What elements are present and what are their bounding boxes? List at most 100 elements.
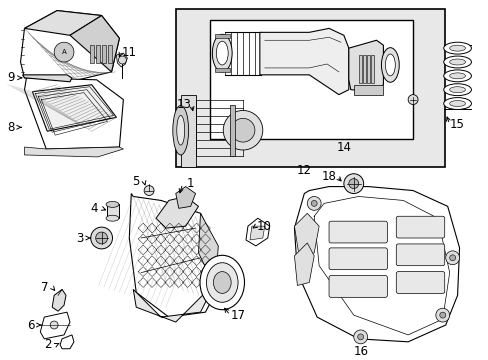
Text: 18: 18 bbox=[321, 170, 336, 183]
Polygon shape bbox=[249, 226, 264, 240]
Circle shape bbox=[54, 42, 74, 62]
Text: 3: 3 bbox=[76, 231, 83, 244]
Polygon shape bbox=[24, 147, 123, 157]
Polygon shape bbox=[20, 10, 119, 82]
Circle shape bbox=[223, 111, 262, 150]
Polygon shape bbox=[129, 194, 218, 317]
FancyBboxPatch shape bbox=[328, 221, 386, 243]
Text: 15: 15 bbox=[449, 118, 464, 131]
FancyBboxPatch shape bbox=[395, 244, 444, 266]
Circle shape bbox=[231, 118, 254, 142]
Circle shape bbox=[91, 227, 112, 249]
Polygon shape bbox=[116, 53, 127, 67]
Polygon shape bbox=[353, 85, 383, 95]
Polygon shape bbox=[24, 78, 123, 149]
Circle shape bbox=[353, 330, 367, 344]
Circle shape bbox=[306, 197, 321, 210]
Circle shape bbox=[407, 95, 417, 104]
Circle shape bbox=[435, 308, 449, 322]
Circle shape bbox=[449, 255, 455, 261]
Circle shape bbox=[144, 186, 154, 195]
Bar bbox=[362, 55, 365, 83]
Ellipse shape bbox=[449, 59, 465, 65]
Polygon shape bbox=[52, 289, 66, 311]
Bar bbox=[107, 45, 111, 63]
Bar bbox=[90, 45, 94, 63]
Polygon shape bbox=[40, 312, 70, 339]
Polygon shape bbox=[348, 40, 383, 92]
Polygon shape bbox=[198, 213, 218, 287]
FancyBboxPatch shape bbox=[395, 216, 444, 238]
Circle shape bbox=[310, 201, 317, 206]
Text: 4: 4 bbox=[90, 202, 97, 215]
Text: 17: 17 bbox=[230, 309, 245, 321]
FancyBboxPatch shape bbox=[395, 272, 444, 293]
Ellipse shape bbox=[443, 56, 470, 68]
Polygon shape bbox=[294, 243, 314, 285]
Text: 16: 16 bbox=[353, 345, 368, 358]
Text: 5: 5 bbox=[132, 175, 140, 188]
Circle shape bbox=[439, 312, 445, 318]
Ellipse shape bbox=[172, 105, 188, 155]
Text: 10: 10 bbox=[256, 220, 271, 233]
Ellipse shape bbox=[449, 45, 465, 51]
Polygon shape bbox=[245, 218, 269, 246]
Ellipse shape bbox=[176, 116, 184, 145]
Polygon shape bbox=[106, 204, 119, 218]
Ellipse shape bbox=[216, 41, 228, 65]
Ellipse shape bbox=[443, 98, 470, 109]
Polygon shape bbox=[32, 85, 116, 131]
Bar bbox=[366, 55, 369, 83]
Ellipse shape bbox=[200, 255, 244, 310]
Text: A: A bbox=[61, 49, 66, 55]
Ellipse shape bbox=[449, 100, 465, 107]
Polygon shape bbox=[60, 335, 74, 349]
Polygon shape bbox=[70, 15, 119, 72]
Circle shape bbox=[118, 56, 126, 64]
Polygon shape bbox=[175, 186, 195, 208]
Bar bbox=[230, 104, 235, 156]
Circle shape bbox=[445, 251, 459, 265]
Polygon shape bbox=[259, 28, 348, 95]
Text: 7: 7 bbox=[41, 281, 48, 294]
Polygon shape bbox=[156, 197, 198, 228]
Ellipse shape bbox=[443, 42, 470, 54]
FancyBboxPatch shape bbox=[328, 275, 386, 297]
Bar bbox=[358, 55, 361, 83]
Text: 9: 9 bbox=[7, 71, 14, 84]
Polygon shape bbox=[215, 34, 230, 38]
Ellipse shape bbox=[213, 272, 231, 293]
Polygon shape bbox=[294, 213, 319, 258]
Text: 13: 13 bbox=[176, 98, 191, 111]
Ellipse shape bbox=[449, 73, 465, 79]
Circle shape bbox=[50, 321, 58, 329]
Ellipse shape bbox=[106, 201, 119, 207]
Polygon shape bbox=[215, 68, 230, 72]
Text: 2: 2 bbox=[44, 338, 52, 351]
Ellipse shape bbox=[381, 48, 398, 82]
Polygon shape bbox=[22, 75, 72, 82]
Polygon shape bbox=[294, 186, 459, 342]
Bar bbox=[96, 45, 100, 63]
Circle shape bbox=[343, 174, 363, 194]
Text: 6: 6 bbox=[27, 319, 34, 332]
Ellipse shape bbox=[212, 34, 232, 72]
Bar bbox=[102, 45, 105, 63]
Bar bbox=[370, 55, 373, 83]
FancyBboxPatch shape bbox=[328, 248, 386, 270]
Polygon shape bbox=[133, 283, 215, 322]
Ellipse shape bbox=[443, 70, 470, 82]
Ellipse shape bbox=[449, 87, 465, 93]
Polygon shape bbox=[181, 95, 195, 167]
Circle shape bbox=[96, 232, 107, 244]
Bar bbox=[175, 9, 444, 167]
Text: 8: 8 bbox=[7, 121, 14, 134]
Circle shape bbox=[357, 334, 363, 340]
Text: 14: 14 bbox=[336, 140, 351, 153]
Ellipse shape bbox=[206, 263, 238, 302]
Text: 12: 12 bbox=[296, 164, 311, 177]
Circle shape bbox=[348, 179, 358, 189]
Bar bbox=[210, 21, 412, 139]
Text: 1: 1 bbox=[186, 177, 194, 190]
Polygon shape bbox=[24, 10, 102, 35]
